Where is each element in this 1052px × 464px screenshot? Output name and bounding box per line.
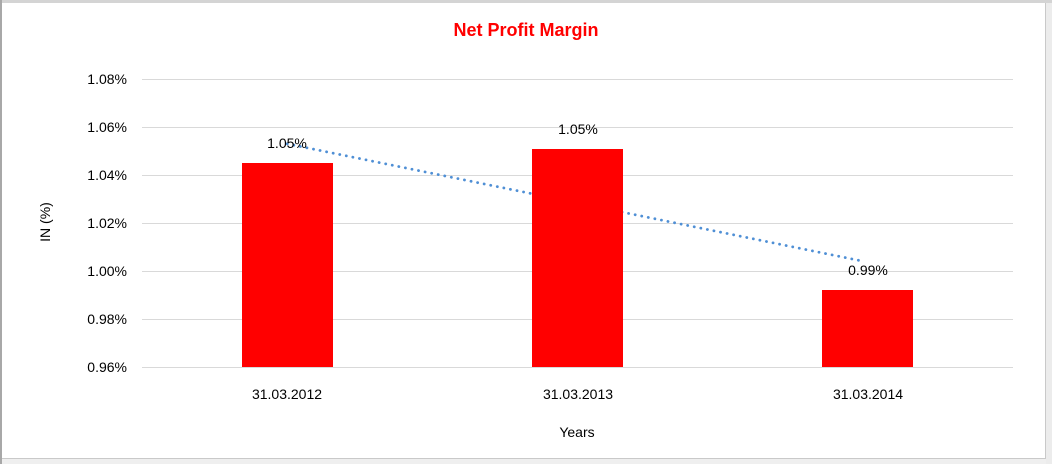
y-axis-tick-label: 1.06% bbox=[87, 119, 127, 135]
frame-edge-right bbox=[1046, 3, 1052, 464]
frame-edge-bottom bbox=[2, 459, 1046, 464]
x-axis-category-label: 31.03.2013 bbox=[542, 386, 614, 402]
x-axis-title: Years bbox=[559, 424, 595, 440]
frame-edge-left bbox=[0, 0, 2, 464]
bar-data-label: 1.05% bbox=[558, 121, 598, 137]
y-axis-tick-label: 1.08% bbox=[87, 71, 127, 87]
x-axis-category-label: 31.03.2014 bbox=[832, 386, 904, 402]
bar-31-03-2013 bbox=[532, 149, 623, 367]
bar-31-03-2014 bbox=[822, 290, 913, 367]
y-gridline bbox=[142, 79, 1013, 80]
chart-title: Net Profit Margin bbox=[453, 20, 599, 40]
bar-31-03-2012 bbox=[242, 163, 333, 367]
y-axis-tick-label: 1.04% bbox=[87, 167, 127, 183]
bar-data-label: 0.99% bbox=[848, 262, 888, 278]
frame-edge-top bbox=[0, 0, 1052, 3]
y-gridline bbox=[142, 367, 1013, 368]
y-axis-tick-label: 0.96% bbox=[87, 359, 127, 375]
y-axis-tick-label: 0.98% bbox=[87, 311, 127, 327]
y-axis-tick-label: 1.02% bbox=[87, 215, 127, 231]
y-axis-title: IN (%) bbox=[37, 202, 53, 242]
x-axis-category-label: 31.03.2012 bbox=[251, 386, 323, 402]
frame-edge-bottom-line bbox=[2, 458, 1046, 459]
frame-edge-right-line bbox=[1045, 3, 1046, 459]
bar-data-label: 1.05% bbox=[267, 135, 307, 151]
y-axis-tick-label: 1.00% bbox=[87, 263, 127, 279]
y-gridline bbox=[142, 127, 1013, 128]
